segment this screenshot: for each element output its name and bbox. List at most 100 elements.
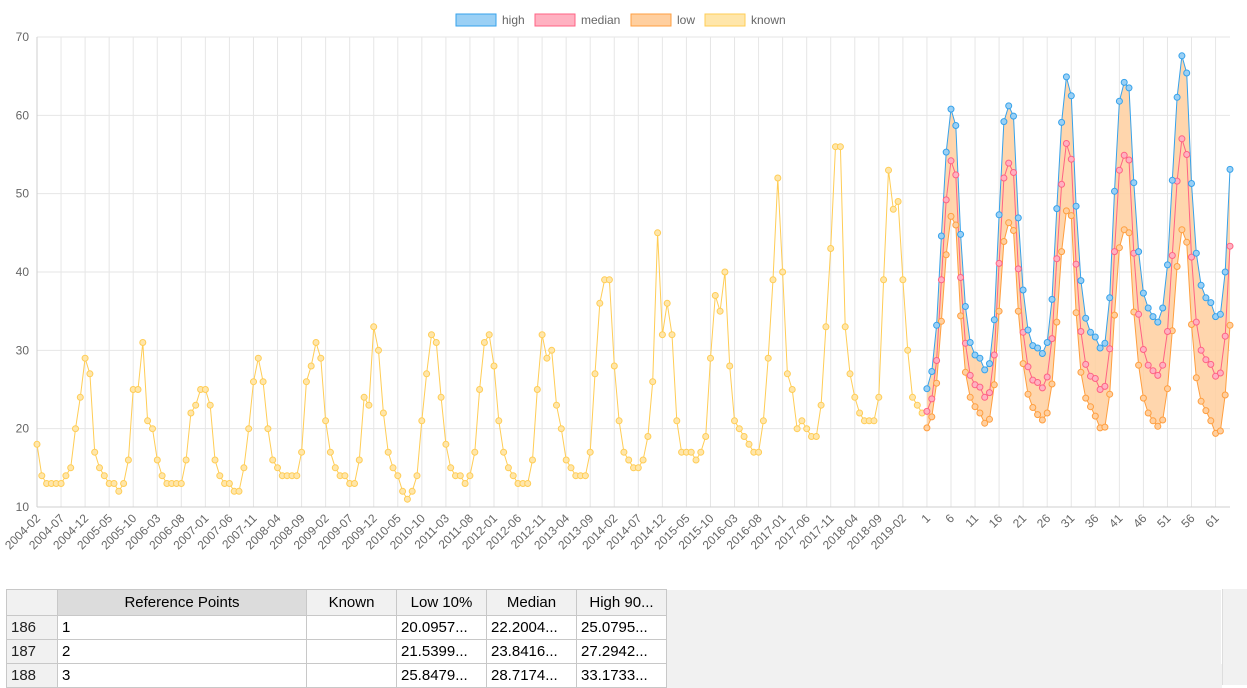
- table-cell[interactable]: 2: [57, 639, 307, 664]
- point-known: [110, 480, 118, 487]
- point-median: [1221, 332, 1229, 340]
- point-known: [827, 245, 835, 252]
- point-known: [91, 448, 99, 456]
- point-low: [1125, 229, 1133, 237]
- x-tick-label: 36: [1082, 511, 1102, 531]
- row-index: 187: [6, 639, 58, 664]
- point-low: [990, 381, 998, 389]
- point-low: [1135, 361, 1143, 369]
- point-known: [254, 354, 262, 362]
- row-index: 188: [6, 663, 58, 688]
- table-row[interactable]: 187 2 21.5399... 23.8416... 27.2942...: [6, 639, 1222, 664]
- point-median: [1197, 346, 1205, 354]
- column-header[interactable]: Median: [486, 589, 577, 616]
- table-cell[interactable]: [306, 615, 397, 640]
- point-median: [1202, 356, 1210, 364]
- table-cell[interactable]: 20.0957...: [396, 615, 487, 640]
- point-known: [76, 393, 84, 401]
- point-high: [928, 368, 936, 375]
- table-cell[interactable]: 28.7174...: [486, 663, 577, 688]
- point-high: [1202, 294, 1210, 302]
- point-high: [1139, 289, 1147, 297]
- column-header[interactable]: Low 10%: [396, 589, 487, 616]
- point-median: [1024, 363, 1032, 371]
- point-high: [1038, 350, 1046, 357]
- legend-swatch-median: [534, 13, 576, 27]
- table-cell[interactable]: [306, 639, 397, 664]
- point-known: [788, 386, 796, 393]
- table-row[interactable]: 188 3 25.8479... 28.7174... 33.1733...: [6, 663, 1222, 688]
- point-high: [1034, 344, 1042, 352]
- point-low: [981, 419, 989, 427]
- point-high: [995, 211, 1003, 219]
- chart-legend: high median low known: [455, 13, 786, 27]
- series-line-low: [926, 209, 1231, 435]
- point-known: [779, 268, 787, 276]
- table-cell[interactable]: 22.2004...: [486, 615, 577, 640]
- point-known: [355, 456, 363, 464]
- point-known: [211, 456, 219, 464]
- point-known: [654, 229, 662, 237]
- point-low: [1115, 244, 1123, 252]
- point-median: [981, 393, 989, 401]
- point-low: [933, 379, 941, 387]
- table-cell[interactable]: 25.8479...: [396, 663, 487, 688]
- table-header-row: Reference Points Known Low 10% Median Hi…: [6, 589, 1222, 616]
- table-cell[interactable]: 1: [57, 615, 307, 640]
- point-median: [1139, 346, 1147, 353]
- point-known: [567, 464, 575, 472]
- point-known: [605, 276, 613, 284]
- point-known: [298, 448, 306, 456]
- point-high: [1096, 344, 1104, 352]
- point-low: [1149, 417, 1157, 425]
- point-high: [957, 230, 965, 238]
- point-low: [1019, 360, 1027, 368]
- point-median: [1212, 372, 1220, 380]
- point-known: [274, 464, 281, 472]
- vertical-scrollbar[interactable]: [1222, 589, 1247, 685]
- table-cell[interactable]: 25.0795...: [576, 615, 667, 640]
- point-high: [1115, 97, 1123, 105]
- point-low: [1038, 416, 1046, 424]
- point-known: [384, 448, 392, 456]
- column-header[interactable]: High 90...: [576, 589, 667, 616]
- point-low: [1159, 416, 1167, 424]
- point-known: [533, 386, 541, 393]
- table-cell[interactable]: 3: [57, 663, 307, 688]
- column-header[interactable]: Reference Points: [57, 589, 307, 616]
- point-high: [1048, 295, 1056, 303]
- point-low: [1034, 411, 1042, 419]
- point-high: [1053, 205, 1061, 213]
- point-median: [1096, 386, 1104, 393]
- point-low: [923, 424, 931, 432]
- table-cell[interactable]: [306, 663, 397, 688]
- y-tick-label: 10: [16, 500, 30, 514]
- point-known: [365, 401, 373, 409]
- point-high: [1024, 326, 1032, 334]
- point-high: [1130, 179, 1138, 187]
- empty-header: [666, 589, 1222, 616]
- column-header[interactable]: Known: [306, 589, 397, 616]
- point-known: [553, 401, 560, 409]
- point-low: [1173, 263, 1181, 270]
- point-low: [1139, 394, 1147, 402]
- table-cell[interactable]: 27.2942...: [576, 639, 667, 664]
- table-cell[interactable]: 33.1733...: [576, 663, 667, 688]
- point-known: [769, 276, 777, 284]
- point-median: [947, 157, 955, 165]
- point-median: [1115, 166, 1123, 174]
- point-known: [899, 276, 907, 284]
- point-low: [1221, 391, 1229, 399]
- point-high: [1216, 310, 1224, 318]
- point-known: [206, 401, 214, 409]
- point-known: [307, 362, 315, 370]
- point-known: [740, 433, 748, 440]
- point-high: [1087, 328, 1094, 336]
- table-cell[interactable]: 21.5399...: [396, 639, 487, 664]
- point-known: [182, 456, 190, 464]
- table-row[interactable]: 186 1 20.0957... 22.2004... 25.0795...: [6, 615, 1222, 640]
- point-known: [649, 378, 657, 386]
- point-known: [562, 456, 570, 464]
- table-cell[interactable]: 23.8416...: [486, 639, 577, 664]
- point-low: [952, 221, 960, 229]
